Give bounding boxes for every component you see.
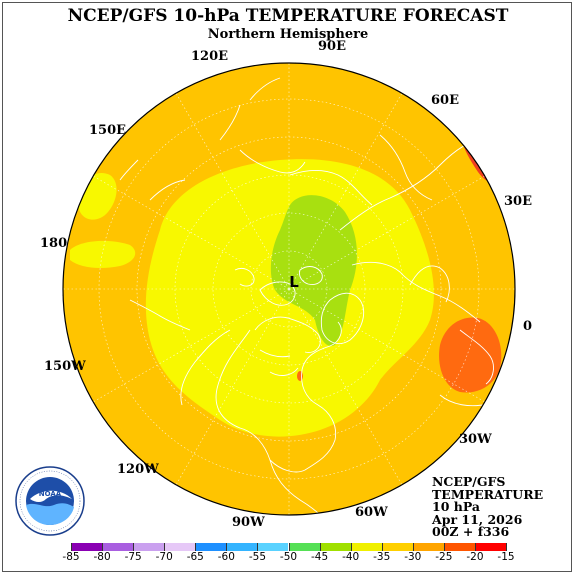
colorbar-tick-label: -40 <box>342 551 360 563</box>
colorbar-tick-label: -80 <box>93 551 111 563</box>
lon-label-60e: 60E <box>431 93 459 108</box>
colorbar-tick-label: -30 <box>404 551 422 563</box>
lon-label-30e: 30E <box>504 194 532 209</box>
colorbar-tick-label: -35 <box>373 551 391 563</box>
colorbar-swatch <box>412 543 444 551</box>
colorbar-tick-label: -45 <box>310 551 329 563</box>
colorbar-tick-label: -50 <box>279 551 298 563</box>
colorbar-tick-label: -85 <box>62 551 80 563</box>
colorbar-swatch <box>350 543 382 551</box>
colorbar-swatch <box>102 543 134 551</box>
forecast-info: NCEP/GFS TEMPERATURE 10 hPa Apr 11, 2026… <box>432 474 544 539</box>
colorbar-swatch <box>443 543 475 551</box>
low-pressure-marker: L <box>289 273 299 291</box>
warm-region-0 <box>439 317 502 393</box>
yellow-patch-180 <box>70 240 136 268</box>
colorbar-swatch <box>195 543 227 551</box>
lon-label-0: 0 <box>523 319 533 334</box>
noaa-logo-text: NOAA <box>39 490 62 498</box>
lon-label-90e: 90E <box>318 39 346 54</box>
colorbar-end <box>506 543 507 551</box>
noaa-logo: NOAA <box>15 466 85 536</box>
colorbar-swatch <box>164 543 196 551</box>
colorbar-tick-label: -60 <box>217 551 235 563</box>
lon-label-150w: 150W <box>44 359 86 374</box>
boundary-ticks <box>62 62 516 516</box>
colorbar-tick-label: -20 <box>466 551 484 563</box>
info-model: NCEP/GFS <box>432 474 506 489</box>
colorbar-swatch <box>381 543 413 551</box>
lon-label-150e: 150E <box>89 123 127 138</box>
colorbar-tick-label: -75 <box>124 551 142 563</box>
plot-frame <box>2 2 572 572</box>
colorbar-swatch <box>226 543 258 551</box>
colorbar-tick-label: -15 <box>497 551 515 563</box>
lon-label-180: 180 <box>40 236 68 251</box>
lon-label-60w: 60W <box>355 505 388 520</box>
info-variable: TEMPERATURE <box>432 486 544 502</box>
lon-label-120e: 120E <box>191 49 229 64</box>
info-level: 10 hPa <box>432 499 480 514</box>
colorbar-tick-label: -65 <box>186 551 204 563</box>
colorbar-swatch <box>257 543 289 551</box>
lon-label-120w: 120W <box>117 462 159 477</box>
coastlines <box>119 77 494 515</box>
colorbar-swatch <box>474 543 506 551</box>
chart-subtitle: Northern Hemisphere <box>207 27 369 42</box>
lon-label-90w: 90W <box>232 515 265 530</box>
colorbar-swatch <box>71 543 103 551</box>
chart-title: NCEP/GFS 10-hPa TEMPERATURE FORECAST <box>67 6 509 26</box>
colorbar-swatch <box>319 543 351 551</box>
lon-label-30w: 30W <box>459 432 492 447</box>
colorbar-tick-label: -25 <box>435 551 453 563</box>
colorbar-swatch <box>133 543 165 551</box>
colorbar-swatch <box>288 543 320 551</box>
colorbar-tick-label: -55 <box>248 551 266 563</box>
info-forecast-hour: 00Z + f336 <box>432 524 510 539</box>
colorbar-tick-label: -70 <box>155 551 173 563</box>
info-date: Apr 11, 2026 <box>432 511 523 527</box>
cold-core-region <box>270 195 357 346</box>
meridian-lines <box>63 63 515 515</box>
